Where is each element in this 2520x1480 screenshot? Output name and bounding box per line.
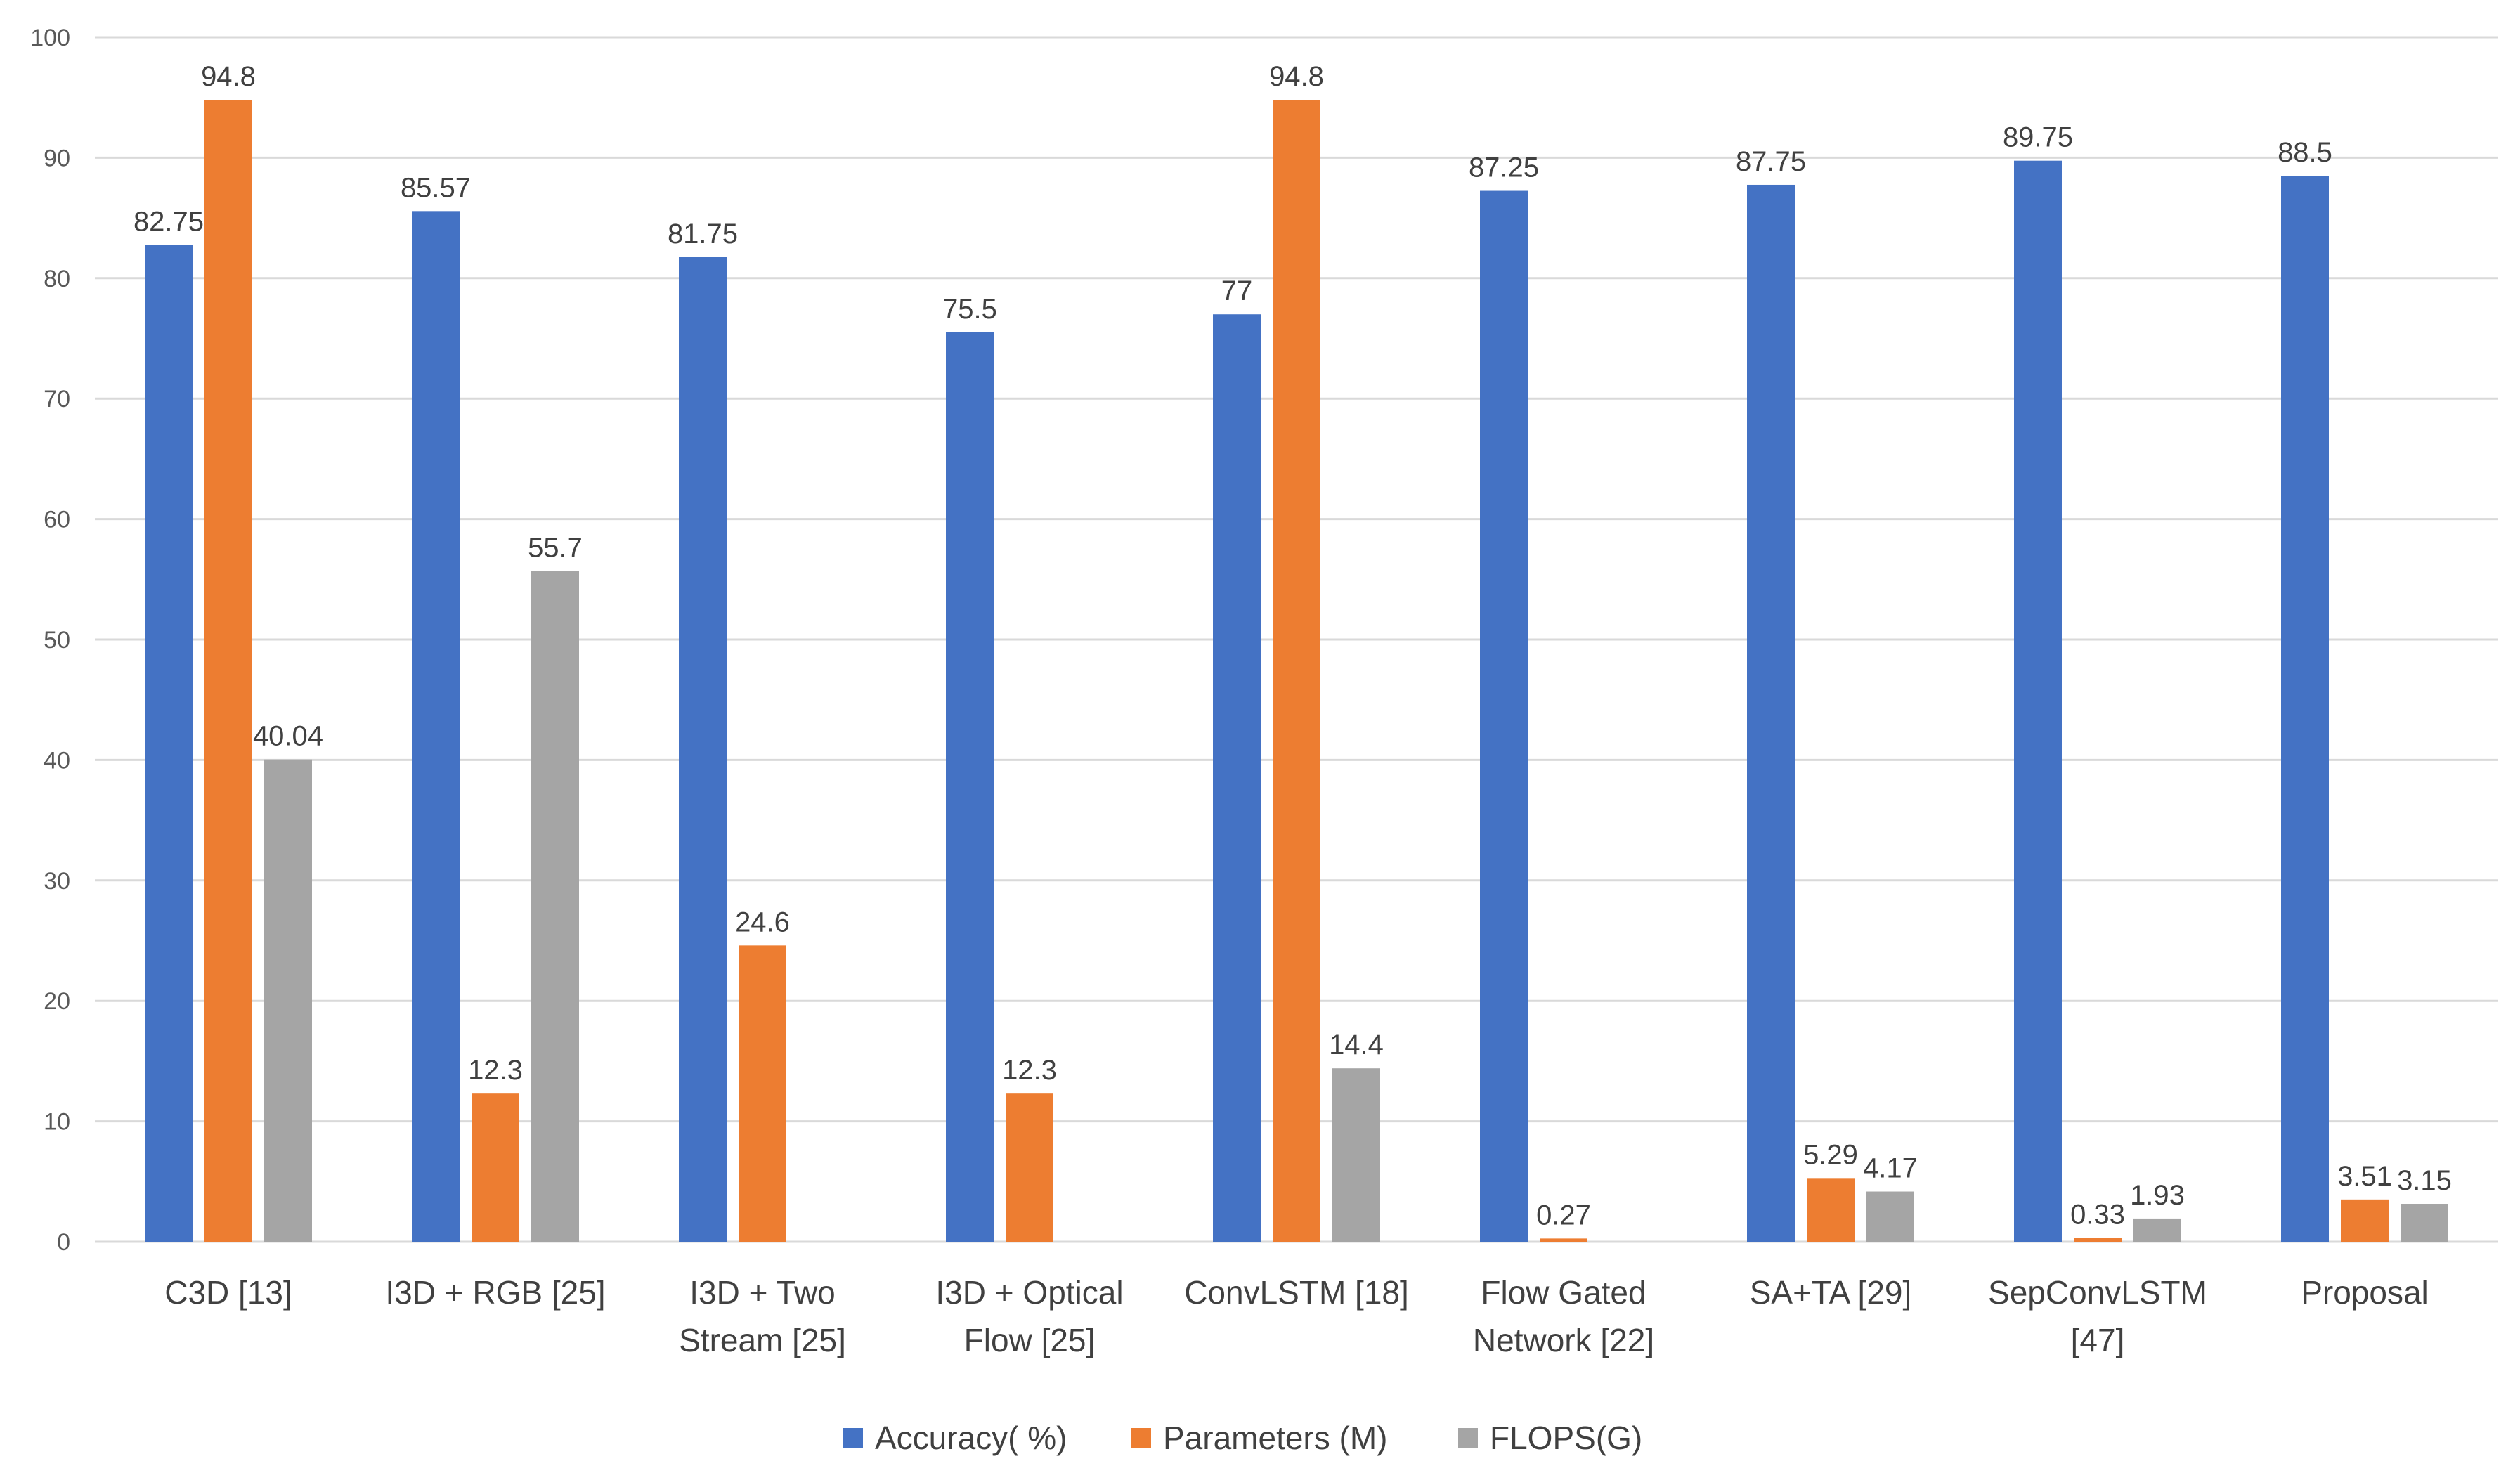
legend-label: Accuracy( %) [875,1420,1067,1456]
y-tick-label: 0 [57,1229,70,1256]
y-tick-label: 50 [44,627,70,654]
x-category-label: Stream [25] [679,1322,846,1358]
data-label: 85.57 [401,172,471,203]
x-category-label: I3D + Two [689,1274,836,1311]
x-category-label: [47] [2071,1322,2125,1358]
bar-accuracy--8 [2281,176,2329,1242]
bar-parameters-m--0 [204,100,252,1242]
data-label: 94.8 [201,61,256,92]
data-label: 3.15 [2397,1165,2452,1196]
bar-flops-g--0 [264,759,312,1242]
bar-accuracy--1 [412,211,460,1242]
bar-parameters-m--2 [739,945,786,1242]
data-label: 5.29 [1803,1139,1858,1170]
legend: Accuracy( %) Parameters (M) FLOPS(G) [843,1420,1642,1456]
data-labels: 82.75 85.57 81.75 75.5 77 87.25 87.75 89.75 88.5… [134,61,2452,1231]
data-label: 1.93 [2130,1180,2185,1211]
bar-parameters-m--8 [2341,1199,2389,1242]
data-label: 14.4 [1329,1030,1384,1060]
x-category-label: C3D [13] [164,1274,292,1311]
legend-label: FLOPS(G) [1490,1420,1642,1456]
bar-flops-g--4 [1332,1068,1380,1242]
bar-parameters-m--1 [472,1093,519,1242]
data-label: 82.75 [134,207,204,238]
bar-flops-g--8 [2401,1204,2448,1242]
data-label: 0.27 [1536,1200,1591,1231]
data-label: 12.3 [1002,1055,1057,1086]
y-tick-label: 40 [44,747,70,774]
y-tick-label: 80 [44,266,70,292]
bars [145,100,2448,1242]
bar-accuracy--7 [2014,160,2062,1242]
data-label: 88.5 [2278,137,2332,168]
data-label: 40.04 [253,721,323,752]
x-category-label: SepConvLSTM [1988,1274,2207,1311]
y-tick-label: 20 [44,988,70,1015]
data-label: 24.6 [735,907,790,937]
data-label: 87.75 [1736,146,1806,177]
y-tick-label: 70 [44,386,70,413]
bar-accuracy--6 [1747,184,1795,1242]
data-label: 0.33 [2070,1199,2125,1230]
legend-swatch [843,1428,863,1448]
data-label: 3.51 [2337,1161,2392,1192]
bar-accuracy--5 [1480,190,1528,1242]
y-tick-label: 60 [44,507,70,533]
legend-swatch [1131,1428,1151,1448]
bar-flops-g--6 [1866,1191,1914,1242]
data-label: 89.75 [2003,122,2073,153]
x-category-label: SA+TA [29] [1750,1274,1912,1311]
data-label: 94.8 [1269,61,1324,92]
bar-parameters-m--6 [1807,1178,1855,1242]
bar-accuracy--0 [145,245,193,1242]
data-label: 4.17 [1863,1153,1918,1184]
bar-parameters-m--4 [1273,100,1320,1242]
x-category-label: Proposal [2301,1274,2429,1311]
x-category-label: Flow [25] [964,1322,1096,1358]
data-label: 75.5 [942,294,997,325]
bar-flops-g--1 [531,571,579,1242]
data-label: 12.3 [468,1055,523,1086]
data-label: 55.7 [528,532,583,563]
y-tick-label: 30 [44,868,70,895]
legend-swatch [1458,1428,1478,1448]
x-category-label: Network [22] [1473,1322,1654,1358]
x-category-label: I3D + Optical [935,1274,1123,1311]
data-label: 87.25 [1469,152,1539,183]
bar-accuracy--2 [679,257,727,1242]
legend-label: Parameters (M) [1163,1420,1387,1456]
x-category-label: I3D + RGB [25] [385,1274,605,1311]
data-label: 81.75 [668,219,738,249]
x-category-label: Flow Gated [1481,1274,1646,1311]
bar-accuracy--3 [946,332,994,1242]
bar-parameters-m--5 [1540,1238,1587,1242]
bar-flops-g--7 [2133,1218,2181,1242]
bar-parameters-m--7 [2074,1238,2122,1242]
data-label: 77 [1221,275,1253,306]
y-tick-label: 90 [44,145,70,171]
y-tick-label: 100 [30,25,70,51]
bar-parameters-m--3 [1006,1093,1053,1242]
bar-accuracy--4 [1213,314,1261,1242]
x-category-label: ConvLSTM [18] [1184,1274,1409,1311]
x-axis-category-labels: C3D [13] I3D + RGB [25] I3D + Two Stream [2… [164,1274,2429,1358]
y-axis-tick-labels: 0 10 20 30 40 50 60 70 80 90 100 [30,25,70,1256]
y-tick-label: 10 [44,1109,70,1136]
